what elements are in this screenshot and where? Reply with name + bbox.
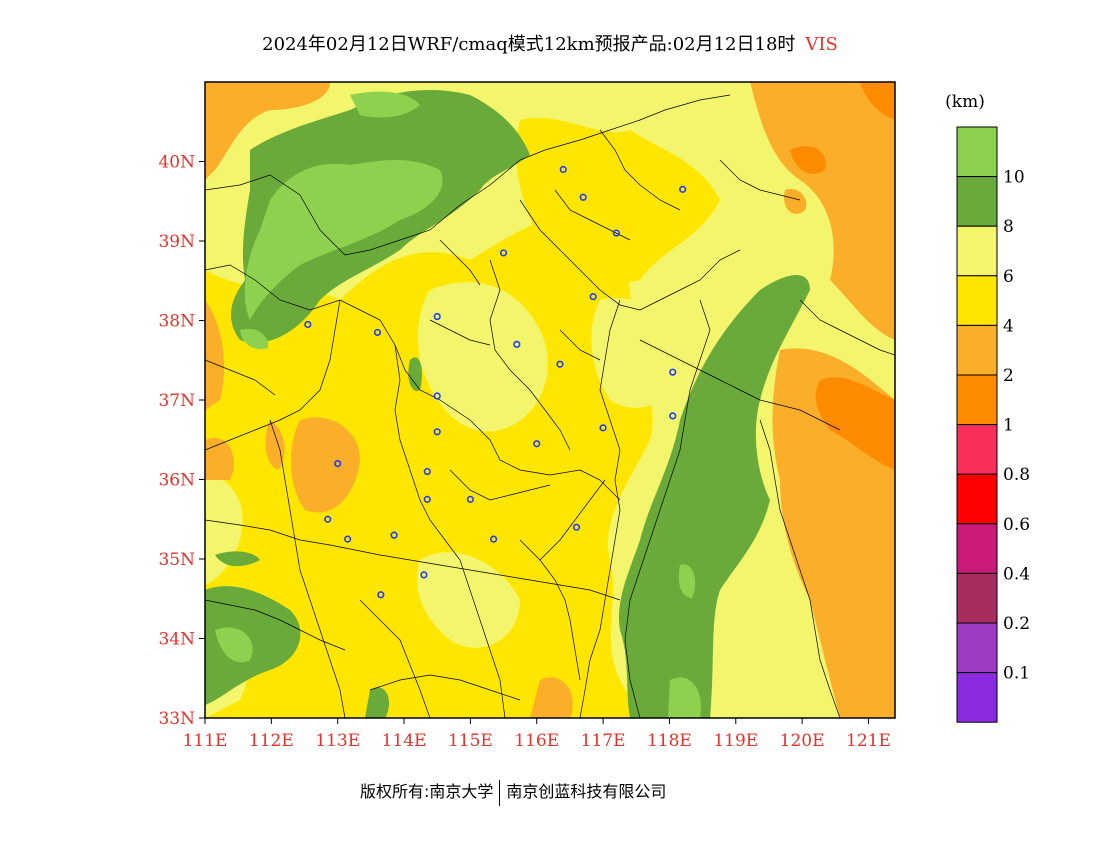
- legend-swatch: [956, 324, 998, 376]
- legend-swatch: [956, 523, 998, 574]
- field-layer: [205, 82, 895, 718]
- station-marker: [533, 440, 541, 448]
- station-marker: [579, 193, 587, 201]
- lat-label: 39N: [158, 232, 195, 252]
- title-variable: VIS: [805, 34, 838, 55]
- legend-swatch: [956, 275, 998, 326]
- station-marker: [513, 340, 521, 348]
- legend-label: 0.4: [1003, 564, 1030, 584]
- legend-label: 0.1: [1003, 664, 1030, 684]
- legend-label: 1: [1003, 416, 1014, 436]
- legend-label: 4: [1003, 316, 1014, 336]
- station-marker: [679, 185, 687, 193]
- map-title: 2024年02月12日WRF/cmaq模式12km预报产品:02月12日18时 V…: [0, 30, 1100, 56]
- legend-swatch: [956, 672, 998, 723]
- station-marker: [669, 368, 677, 376]
- station-marker: [423, 495, 431, 503]
- station-marker: [572, 523, 581, 531]
- lat-label: 35N: [158, 550, 195, 570]
- longitude-labels: 111E 112E 113E 114E 115E 116E 117E 118E 119E 120E…: [183, 731, 891, 751]
- footer-left: 版权所有:南京大学: [360, 782, 494, 801]
- station-marker: [433, 428, 441, 436]
- legend-swatch: [956, 572, 998, 624]
- station-marker: [589, 293, 597, 301]
- station-marker: [344, 535, 352, 543]
- legend-label: 0.2: [1003, 614, 1030, 634]
- lat-label: 38N: [158, 312, 195, 332]
- legend-swatch: [956, 176, 998, 227]
- legend-label: 2: [1003, 366, 1014, 386]
- station-marker: [556, 360, 564, 368]
- station-marker: [420, 571, 428, 579]
- lon-label: 111E: [183, 731, 228, 751]
- station-marker: [466, 495, 474, 503]
- axis-ticks: [199, 161, 869, 724]
- legend-label: 10: [1003, 168, 1025, 188]
- lon-label: 112E: [249, 731, 294, 751]
- color-legend: 10 8 6 4 2 1 0.8 0.6 0.4 0.2 0.1: [956, 126, 1030, 723]
- legend-label: 8: [1003, 217, 1014, 237]
- latitude-labels: 40N 39N 38N 37N 36N 35N 34N 33N: [158, 153, 195, 730]
- copyright-footer: 版权所有:南京大学 南京创蓝科技有限公司: [360, 778, 666, 806]
- legend-label: 6: [1003, 267, 1014, 287]
- lat-label: 37N: [158, 391, 195, 411]
- station-marker: [433, 312, 441, 321]
- footer-right: 南京创蓝科技有限公司: [506, 782, 667, 801]
- lon-label: 119E: [713, 731, 758, 751]
- legend-swatch: [956, 374, 998, 426]
- station-marker: [599, 424, 607, 432]
- station-marker: [390, 531, 398, 539]
- legend-swatch: [956, 622, 998, 674]
- station-marker: [612, 229, 620, 237]
- footer-separator: [499, 779, 501, 806]
- station-marker: [669, 412, 677, 420]
- lon-label: 118E: [647, 731, 692, 751]
- station-marker: [433, 392, 441, 400]
- station-marker: [499, 249, 508, 257]
- station-marker: [334, 460, 342, 468]
- legend-swatch: [956, 225, 998, 277]
- lon-label: 116E: [514, 731, 559, 751]
- station-marker: [490, 535, 498, 543]
- lon-label: 115E: [448, 731, 493, 751]
- lon-label: 113E: [315, 731, 360, 751]
- station-markers: [304, 165, 687, 599]
- legend-label: 0.6: [1003, 515, 1030, 535]
- legend-swatch: [956, 126, 998, 178]
- legend-unit: (km): [945, 92, 985, 112]
- lat-label: 36N: [158, 471, 195, 491]
- lat-label: 33N: [158, 709, 195, 729]
- lon-label: 121E: [846, 731, 891, 751]
- legend-swatch: [956, 424, 998, 475]
- lon-label: 117E: [581, 731, 626, 751]
- legend-swatch: [956, 473, 998, 525]
- legend-label: 0.8: [1003, 465, 1030, 485]
- station-marker: [373, 328, 382, 337]
- title-main: 2024年02月12日WRF/cmaq模式12km预报产品:02月12日18时: [262, 34, 796, 55]
- lat-label: 34N: [158, 630, 195, 650]
- station-marker: [324, 515, 332, 523]
- station-marker: [304, 320, 312, 329]
- lon-label: 120E: [780, 731, 825, 751]
- station-marker: [377, 591, 385, 599]
- station-marker: [423, 467, 431, 476]
- lon-label: 114E: [382, 731, 427, 751]
- station-marker: [559, 165, 567, 174]
- lat-label: 40N: [158, 153, 195, 173]
- boundary-lines: [205, 94, 895, 718]
